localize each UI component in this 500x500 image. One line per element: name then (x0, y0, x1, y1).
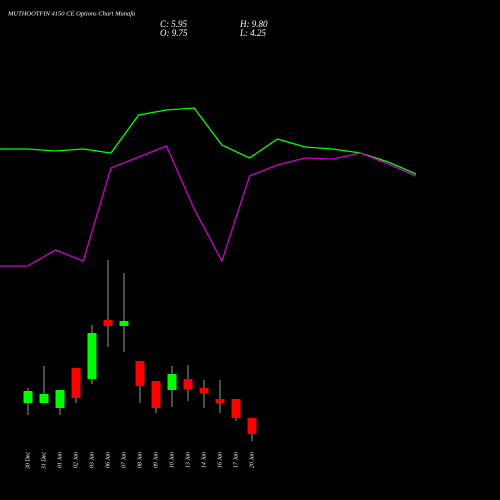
x-tick-label: 01 Jan (57, 452, 63, 468)
chart-title: MUTHOOTFIN 4150 CE Options Chart Munafa (7, 10, 135, 17)
candle-body (231, 398, 241, 418)
x-tick-label: 31 Dec (41, 452, 47, 470)
candle-body (247, 417, 257, 434)
x-tick-label: 16 Jan (217, 452, 223, 468)
candle-body (71, 367, 81, 398)
candle-body (119, 320, 129, 326)
candle-body (87, 332, 97, 379)
info-open: O: 9.75 (160, 28, 188, 38)
info-high: H: 9.80 (239, 19, 268, 29)
x-tick-label: 06 Jan (105, 452, 111, 468)
candle-body (23, 390, 33, 403)
x-tick-label: 14 Jan (200, 452, 207, 468)
x-tick-label: 30 Dec (25, 452, 31, 470)
indicator-line (0, 145, 417, 267)
x-tick-label: 08 Jan (137, 452, 143, 468)
candle-body (215, 398, 225, 403)
info-low: L: 4.25 (239, 28, 267, 38)
x-tick-label: 03 Jan (89, 452, 95, 468)
x-tick-label: 02 Jan (73, 452, 79, 468)
candle-body (183, 378, 193, 389)
x-tick-label: 20 Jan (249, 452, 255, 468)
x-tick-label: 13 Jan (185, 452, 191, 468)
x-tick-label: 07 Jan (121, 452, 127, 468)
candle-body (103, 319, 113, 326)
candle-body (167, 373, 177, 390)
info-close: C: 5.95 (160, 19, 188, 29)
candle-body (151, 380, 161, 408)
candle-body (199, 387, 209, 393)
x-tick-label: 10 Jan (169, 452, 175, 468)
x-tick-label: 09 Jan (153, 452, 159, 468)
indicator-line (0, 107, 417, 175)
candle-body (55, 389, 65, 408)
x-tick-label: 17 Jan (233, 452, 239, 468)
candle-body (39, 393, 49, 403)
candle-body (135, 360, 145, 386)
